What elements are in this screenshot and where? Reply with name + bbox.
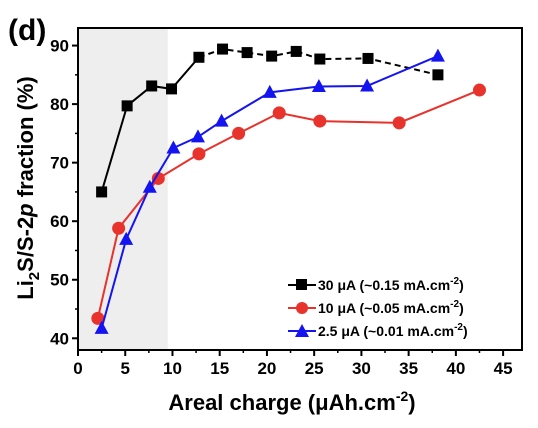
x-tick-label: 45 (494, 359, 513, 378)
data-point (142, 179, 157, 193)
data-point (430, 48, 445, 62)
legend-marker-30uA (296, 279, 307, 290)
data-point (193, 51, 205, 63)
y-tick-label: 70 (50, 154, 69, 173)
data-point (432, 69, 444, 81)
data-point (262, 84, 277, 98)
legend-marker-2p5uA (295, 324, 309, 337)
data-point (472, 83, 486, 97)
x-tick-label: 25 (305, 359, 324, 378)
legend-label-2p5uA: 2.5 μA (~0.01 mA.cm-2) (318, 322, 468, 339)
x-axis-title: Areal charge (μAh.cm-2) (168, 388, 415, 415)
data-point (232, 126, 246, 140)
legend-item-2p5uA: 2.5 μA (~0.01 mA.cm-2) (288, 322, 468, 339)
x-tick-label: 20 (257, 359, 276, 378)
data-point (290, 45, 302, 57)
x-tick-label: 40 (446, 359, 465, 378)
y-tick-label: 90 (50, 37, 69, 56)
plot-frame (77, 27, 523, 351)
data-point (112, 221, 126, 235)
series-line-dashed (198, 48, 439, 76)
data-point (94, 320, 109, 334)
x-tick-label: 0 (73, 359, 82, 378)
y-tick-label: 40 (50, 329, 69, 348)
panel-label: (d) (8, 14, 46, 47)
y-tick-label: 60 (50, 212, 69, 231)
legend-item-30uA: 30 μA (~0.15 mA.cm-2) (288, 276, 464, 293)
series-line (100, 55, 439, 329)
legend: 30 μA (~0.15 mA.cm-2) 10 μA (~0.05 mA.cm… (288, 276, 468, 339)
data-point (91, 311, 105, 325)
data-point (121, 100, 133, 112)
data-point (146, 80, 158, 92)
data-point (192, 147, 206, 161)
x-tick-label: 5 (120, 359, 129, 378)
data-point (214, 113, 229, 127)
data-point (166, 140, 181, 154)
legend-item-10uA: 10 μA (~0.05 mA.cm-2) (288, 299, 464, 316)
data-point (272, 106, 286, 120)
data-point (217, 43, 229, 55)
series-layer (91, 43, 486, 334)
data-point (311, 79, 326, 93)
data-point (166, 83, 178, 95)
series-10uA (91, 83, 486, 325)
data-point (266, 50, 278, 62)
data-point (96, 186, 108, 198)
data-point (392, 116, 406, 130)
legend-label-10uA: 10 μA (~0.05 mA.cm-2) (318, 299, 464, 316)
x-tick-label: 30 (352, 359, 371, 378)
x-tick-label: 15 (210, 359, 229, 378)
series-2p5uA (94, 48, 445, 334)
y-tick-label: 80 (50, 95, 69, 114)
legend-marker-10uA (296, 302, 308, 314)
data-point (313, 114, 327, 128)
y-tick-label: 50 (50, 271, 69, 290)
y-axis-title: Li2S/S-2p fraction (%) (13, 76, 43, 300)
axis-ticks: 0 5 10 15 20 25 30 35 40 45 40 50 60 70 80 90 (50, 37, 512, 378)
data-point (119, 231, 134, 245)
x-tick-label: 10 (163, 359, 182, 378)
data-point (190, 129, 205, 143)
legend-label-30uA: 30 μA (~0.15 mA.cm-2) (318, 276, 464, 293)
data-point (151, 171, 165, 185)
x-tick-label: 35 (399, 359, 418, 378)
series-30uA (96, 43, 444, 198)
data-point (314, 53, 326, 65)
data-point (241, 47, 253, 59)
data-point (360, 78, 375, 92)
data-point (362, 52, 374, 64)
